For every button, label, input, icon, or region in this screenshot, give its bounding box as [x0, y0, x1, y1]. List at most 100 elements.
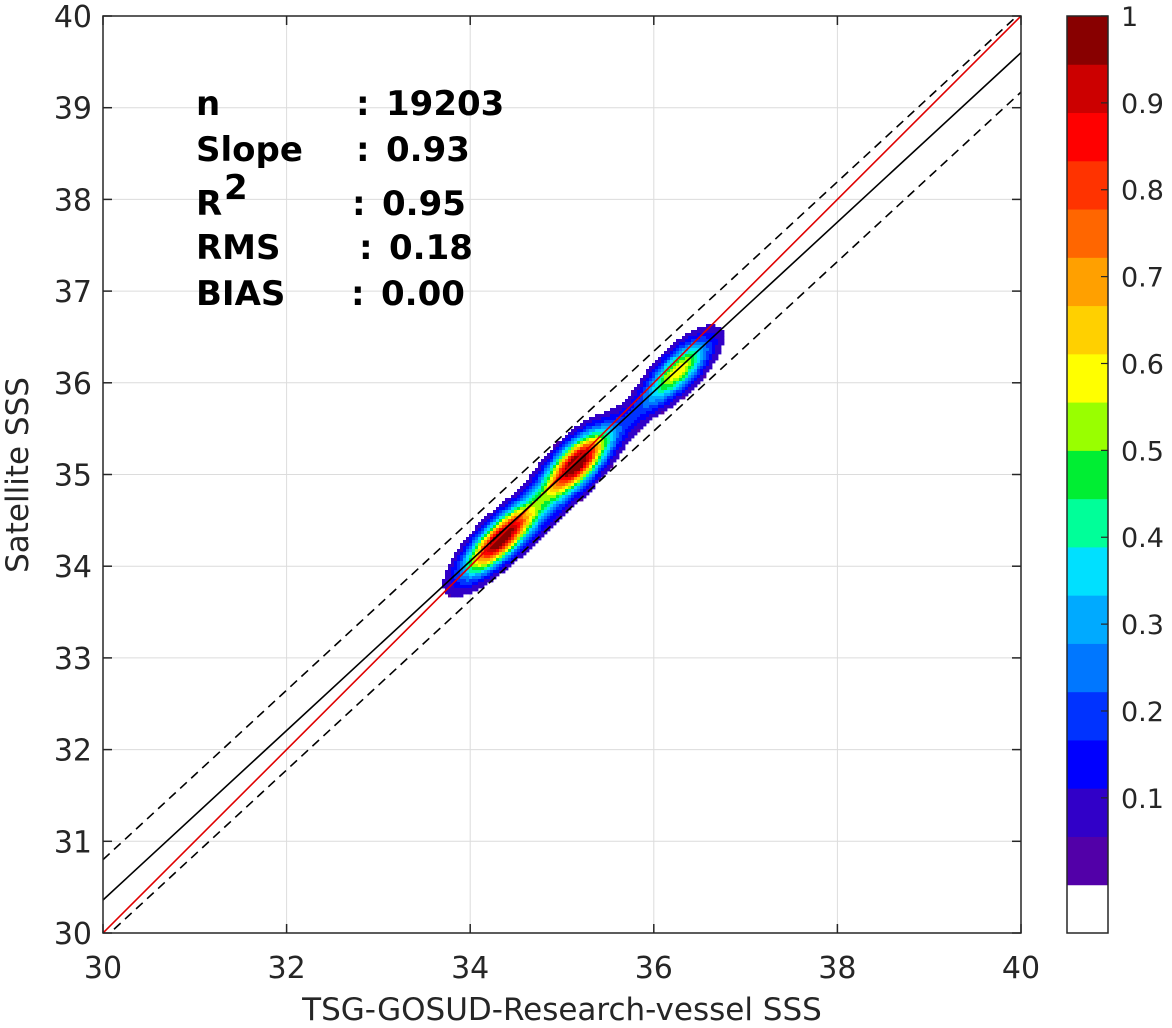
density-cell — [550, 525, 554, 529]
density-cell — [601, 417, 605, 421]
density-cell — [628, 435, 632, 439]
density-cell — [601, 429, 605, 433]
density-cell — [493, 516, 497, 520]
density-cell — [679, 342, 683, 346]
density-cell — [532, 513, 536, 517]
density-cell — [598, 426, 602, 430]
density-cell — [595, 468, 599, 472]
density-cell — [631, 417, 635, 421]
density-cell — [625, 435, 629, 439]
colorbar-segment — [1067, 402, 1108, 451]
density-cell — [508, 519, 512, 523]
density-cell — [568, 471, 572, 475]
density-cell — [613, 456, 617, 460]
density-cell — [700, 348, 704, 352]
density-cell — [496, 546, 500, 550]
density-cell — [661, 387, 665, 391]
density-cell — [481, 549, 485, 553]
density-cell — [697, 354, 701, 358]
density-cell — [595, 417, 599, 421]
density-cell — [559, 495, 563, 499]
density-cell — [700, 336, 704, 340]
density-cell — [538, 534, 542, 538]
density-cell — [472, 576, 476, 580]
density-cell — [460, 588, 464, 592]
density-cell — [457, 558, 461, 562]
density-cell — [574, 474, 578, 478]
density-cell — [619, 435, 623, 439]
density-cell — [643, 381, 647, 385]
density-cell — [592, 426, 596, 430]
density-cell — [469, 573, 473, 577]
density-cell — [475, 528, 479, 532]
density-cell — [592, 435, 596, 439]
density-cell — [601, 453, 605, 457]
density-cell — [583, 477, 587, 481]
density-cell — [592, 486, 596, 490]
y-tick-label: 39 — [54, 92, 92, 127]
density-cell — [607, 414, 611, 418]
density-cell — [676, 363, 680, 367]
density-cell — [586, 456, 590, 460]
density-cell — [493, 513, 497, 517]
density-cell — [529, 516, 533, 520]
density-cell — [574, 498, 578, 502]
density-cell — [712, 327, 716, 331]
density-cell — [511, 495, 515, 499]
density-cell — [604, 447, 608, 451]
density-cell — [595, 450, 599, 454]
density-cell — [604, 423, 608, 427]
density-cell — [721, 339, 725, 343]
density-cell — [583, 486, 587, 490]
density-cell — [562, 495, 566, 499]
density-cell — [595, 471, 599, 475]
density-cell — [571, 468, 575, 472]
density-cell — [457, 561, 461, 565]
density-cell — [526, 519, 530, 523]
density-cell — [502, 570, 506, 574]
density-cell — [604, 417, 608, 421]
density-cell — [589, 438, 593, 442]
density-cell — [520, 534, 524, 538]
density-cell — [466, 549, 470, 553]
density-cell — [508, 549, 512, 553]
density-cell — [691, 348, 695, 352]
density-cell — [589, 459, 593, 463]
density-cell — [523, 513, 527, 517]
density-cell — [493, 564, 497, 568]
density-cell — [694, 381, 698, 385]
density-cell — [583, 474, 587, 478]
density-cell — [718, 327, 722, 331]
density-cell — [592, 417, 596, 421]
stat-value: 0.93 — [386, 130, 470, 170]
density-cell — [559, 492, 563, 496]
density-cell — [646, 417, 650, 421]
density-cell — [610, 450, 614, 454]
density-cell — [466, 579, 470, 583]
density-cell — [577, 483, 581, 487]
density-cell — [556, 462, 560, 466]
density-cell — [709, 336, 713, 340]
density-cell — [508, 498, 512, 502]
density-cell — [505, 558, 509, 562]
density-cell — [562, 480, 566, 484]
density-cell — [628, 420, 632, 424]
density-cell — [538, 492, 542, 496]
density-cell — [565, 498, 569, 502]
density-cell — [553, 504, 557, 508]
density-cell — [502, 555, 506, 559]
density-cell — [577, 432, 581, 436]
density-cell — [655, 363, 659, 367]
density-cell — [484, 558, 488, 562]
density-cell — [562, 444, 566, 448]
density-cell — [706, 351, 710, 355]
density-cell — [526, 495, 530, 499]
density-cell — [586, 441, 590, 445]
density-cell — [598, 456, 602, 460]
density-cell — [649, 381, 653, 385]
density-cell — [679, 378, 683, 382]
density-cell — [475, 534, 479, 538]
colorbar-tick-label: 0.9 — [1121, 89, 1164, 120]
density-cell — [541, 495, 545, 499]
